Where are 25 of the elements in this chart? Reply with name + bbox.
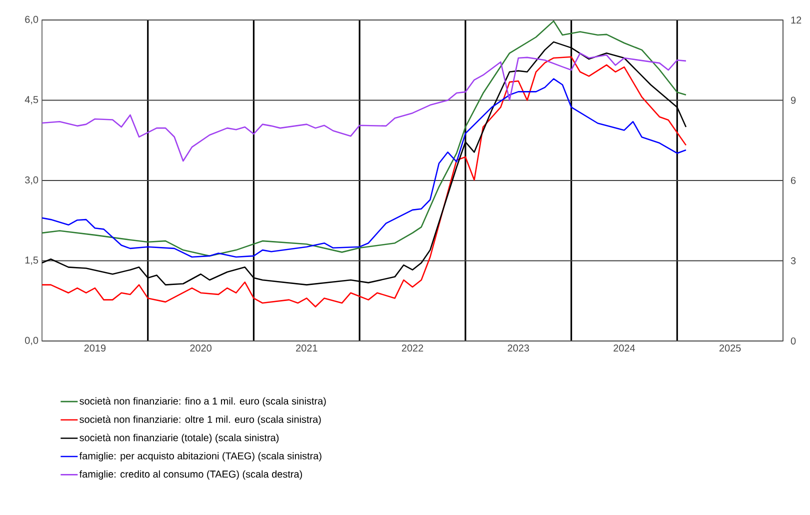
- x-tick-label: 2024: [614, 344, 636, 352]
- y2-tick-label: 6: [791, 176, 796, 184]
- y-tick-label: 3,0: [25, 176, 38, 185]
- legend-label: famiglie: credito al consumo (TAEG) (scala destra): [79, 470, 302, 480]
- y-tick-label: 4,5: [24, 96, 38, 104]
- x-tick-label: 2023: [508, 344, 530, 352]
- x-tick-label: 2020: [190, 344, 212, 352]
- legend-label: società non finanziarie: fino a 1 mil. euro (scala sinistra): [80, 397, 326, 407]
- y-tick-label: 6,0: [25, 16, 38, 24]
- line-series: [42, 20, 687, 257]
- y2-tick-label: 12: [791, 16, 802, 24]
- y2-tick-label: 9: [790, 96, 796, 104]
- y-tick-label: 1,5: [25, 256, 38, 265]
- x-tick-label: 2019: [84, 344, 106, 352]
- x-tick-label: 2021: [296, 344, 318, 352]
- legend-label: società non finanziarie: oltre 1 mil. euro (scala sinistra): [80, 415, 321, 425]
- y2-tick-label: 3: [790, 257, 796, 264]
- y-tick-label: 0,0: [25, 336, 38, 346]
- y2-tick-label: 0: [790, 337, 796, 345]
- line-series: [42, 78, 687, 258]
- x-tick-label: 2025: [719, 344, 741, 352]
- line-series: [42, 52, 687, 162]
- legend-label: società non finanziarie (totale) (scala sinistra): [80, 434, 279, 444]
- legend-label: famiglie: per acquisto abitazioni (TAEG) (scala sinistra): [79, 452, 322, 462]
- x-tick-label: 2022: [402, 344, 424, 352]
